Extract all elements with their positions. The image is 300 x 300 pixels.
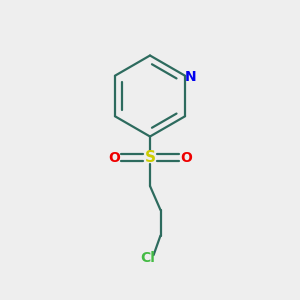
Text: S: S (145, 150, 155, 165)
Text: O: O (108, 151, 120, 164)
Text: Cl: Cl (140, 251, 155, 265)
Text: N: N (185, 70, 196, 84)
Text: O: O (180, 151, 192, 164)
